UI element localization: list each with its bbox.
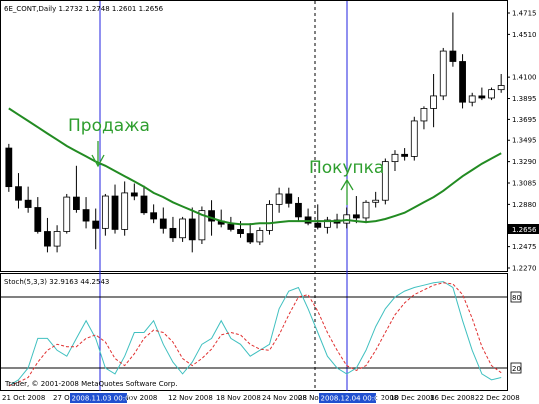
candle-bull [362,201,370,219]
time-highlight-1 [70,393,127,403]
candle-bear [401,153,409,157]
buy-arrow-icon [340,178,354,205]
buy-annotation: Покупка [309,158,384,178]
stoch-level-80-label: 80 [512,294,521,302]
stoch-level-20-tag [510,362,522,374]
price-label: 1.2270 [512,265,537,273]
candle-bull [63,196,71,232]
candle-bull [420,108,428,122]
candle-bull [488,89,495,99]
candle-bear [82,209,90,222]
stoch-panel-header: Stoch(5,3,3) 32.9163 44.2543 [4,278,109,286]
candle-bear [24,199,32,208]
time-label: 28 No [298,394,319,402]
candle-bear [227,223,235,230]
candle-bull [53,231,61,247]
current-price-tag [508,224,539,234]
candle-bear [140,195,148,214]
price-axis: 1.4715 1.4510 1.4100 1.3895 1.3695 1.3495 1.32… [507,10,537,273]
candle-bear [5,147,13,188]
sell-arrow-icon [91,141,105,168]
candle-bull [439,50,447,97]
candle-bull [430,95,437,109]
candle-bear [130,192,138,197]
candle-bear [295,202,302,218]
candle-bear [449,50,457,62]
candle-bear [34,207,42,232]
price-label: 1.2475 [512,243,537,251]
candle-bear [92,220,100,229]
main-panel-header: 6E_CONT,Daily 1.2732 1.2748 1.2601 1.265… [4,5,164,13]
candle-bear [237,229,244,234]
candle-bear [169,227,177,239]
current-price-label: 1.2656 [512,226,537,234]
candle-bull [101,195,109,229]
candle-bear [73,196,80,210]
price-label: 1.3895 [512,95,537,103]
candle-bear [478,95,486,99]
candle-bull [497,85,505,91]
price-label: 1.2880 [512,201,537,209]
time-highlight-label-2: 2008.12.04 00:00 [321,395,383,403]
time-label: 21 Oct 2008 [2,394,45,402]
time-label: 12 Nov 2008 [168,394,213,402]
candle-bear [15,186,22,201]
stoch-level-20-label: 20 [512,365,521,373]
candle-bear [159,218,167,229]
candle-bull [391,153,399,163]
main-panel [0,0,508,272]
candle-bull [381,161,389,201]
price-label: 1.4100 [512,74,537,82]
candle-bear [246,233,254,243]
price-label: 1.3495 [512,137,537,145]
candle-bull [256,230,264,243]
candle-bull [121,192,129,230]
time-label: 18 Nov 2008 [216,394,261,402]
price-label: 1.3085 [512,180,537,188]
time-label: 2 Dec 2008 [358,394,398,402]
candle-bear [208,210,215,222]
price-label: 1.3290 [512,158,537,166]
time-highlight-2 [319,393,376,403]
candle-bull [266,203,273,231]
candle-bear [314,222,322,228]
candle-bull [198,210,206,241]
moving-average-line [8,107,502,226]
time-label: 6 Nov 2008 [117,394,157,402]
candle-bull [179,218,186,239]
candle-bear [150,212,158,220]
stoch-main-line [8,281,502,387]
candle-bear [44,231,51,247]
price-label: 1.3695 [512,116,537,124]
time-label: 16 Dec 2008 [430,394,475,402]
candle-bull [275,193,283,205]
candle-bull [324,219,331,228]
stoch-panel [0,273,508,391]
time-label: 10 Dec 2008 [390,394,435,402]
price-label: 1.4715 [512,10,537,18]
candles-group [5,12,505,253]
candle-bear [459,61,466,103]
time-label: 24 Nov 2008 [262,394,307,402]
candle-bear [352,214,360,219]
time-label: 22 Dec 2008 [475,394,520,402]
candle-bull [410,120,418,157]
candle-bear [285,193,293,204]
sell-annotation: Продажа [68,116,150,136]
candle-bull [372,199,380,203]
price-label: 1.4510 [512,31,537,39]
candle-bear [304,216,312,224]
time-highlight-label-1: 2008.11.03 00:00 [72,395,134,403]
candle-bull [343,214,351,224]
copyright-text: Trader, © 2001-2008 MetaQuotes Software … [4,380,177,388]
candle-bull [468,95,476,103]
stoch-level-80-tag [510,291,522,303]
candle-bear [188,218,196,241]
candle-bear [111,195,119,230]
